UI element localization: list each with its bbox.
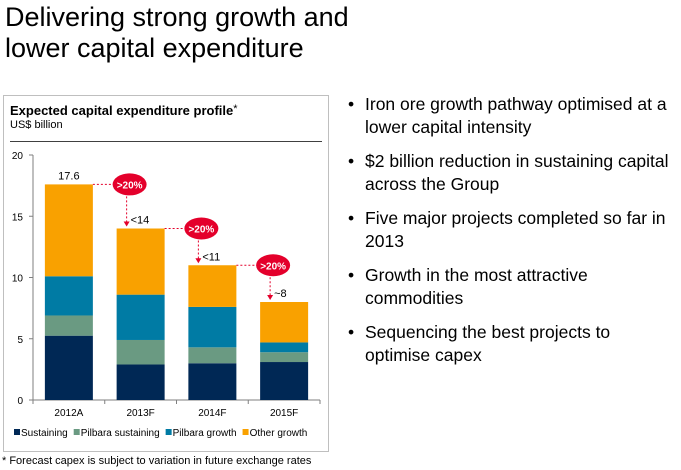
bullet-icon: • [348,151,355,171]
bar-segment-pilbara-sustaining [44,315,93,336]
bar-segment-pilbara-growth [44,276,93,316]
bar-segment-sustaining [260,362,309,400]
reduction-badge [184,217,219,240]
legend-label: Sustaining [21,428,68,439]
total-label: 17.6 [58,170,79,182]
legend-swatch [73,429,80,435]
footnote: * Forecast capex is subject to variation… [2,455,312,467]
legend-swatch [14,429,20,435]
bar-segment-other-growth [44,184,93,277]
slide-title-line-2: lower capital expenditure [5,33,304,63]
x-tick-label: 2014F [198,408,226,419]
arrow-down-icon [267,295,274,300]
chart-subtitle: US$ billion [10,119,63,131]
legend-label: Pilbara sustaining [81,428,160,439]
total-label: <14 [131,215,150,227]
bar-segment-other-growth [260,302,309,343]
bar-segment-pilbara-sustaining [260,352,309,363]
bar-segment-pilbara-sustaining [116,339,165,365]
reduction-badge-label: >20% [117,180,143,191]
chart-title-footnote-marker: * [233,103,238,115]
bar-segment-sustaining [44,335,93,400]
legend-label: Pilbara growth [173,428,237,439]
bullet-text: $2 billion reduction in sustaining capit… [365,151,669,194]
bullet-text: Sequencing the best projects to optimise… [365,322,611,365]
bullet-icon: • [348,94,355,114]
reduction-badge-label: >20% [188,225,214,236]
bullet-text: Iron ore growth pathway optimised at a l… [365,94,667,137]
x-tick-label: 2015F [270,408,298,419]
chart-title-text: Expected capital expenditure profile [10,103,234,118]
bullet-icon: • [348,322,355,342]
bullet-icon: • [348,208,355,228]
y-tick-label: 20 [12,151,24,162]
chart-title: Expected capital expenditure profile* [10,103,238,118]
bullet-item: • Growth in the most attractive commoditi… [345,264,680,310]
bullet-icon: • [348,265,355,285]
legend-label: Other growth [250,428,308,439]
chart-panel [3,95,329,452]
reduction-badge [112,173,147,196]
y-tick-label: 10 [12,274,24,285]
total-label: <11 [202,251,220,263]
bullet-text: Growth in the most attractive commoditie… [365,265,588,308]
bullet-text: Five major projects completed so far in … [365,208,666,251]
bar-segment-sustaining [116,364,165,400]
bar-segment-sustaining [188,363,237,400]
bar-segment-other-growth [188,265,237,307]
y-tick-label: 0 [17,396,23,407]
bar-segment-pilbara-growth [260,342,309,353]
arrow-down-icon [123,221,130,227]
legend-swatch [165,429,172,435]
y-tick-label: 5 [17,335,23,346]
reduction-badge-label: >20% [260,261,286,272]
bullet-item: • Iron ore growth pathway optimised at a … [345,93,680,139]
y-tick-label: 15 [12,212,24,223]
bullet-item: • Five major projects completed so far in… [345,207,680,253]
bar-segment-pilbara-sustaining [188,347,237,364]
bullet-item: • Sequencing the best projects to optimis… [345,321,680,367]
total-label: ~8 [274,288,287,300]
bar-segment-pilbara-growth [188,306,237,348]
reduction-badge [256,254,291,277]
chart-divider [10,141,322,142]
slide-title-line-1: Delivering strong growth and [5,2,349,32]
bar-segment-pilbara-growth [116,294,165,340]
bar-segment-other-growth [116,228,165,295]
arrow-down-icon [195,258,202,264]
slide-title: Delivering strong growth and lower capit… [5,2,349,64]
x-tick-label: 2013F [126,408,154,419]
x-tick-label: 2012A [54,408,83,419]
legend-swatch [242,429,249,435]
bullet-item: • $2 billion reduction in sustaining capi… [345,150,680,196]
bullet-list: • Iron ore growth pathway optimised at a … [345,93,680,378]
